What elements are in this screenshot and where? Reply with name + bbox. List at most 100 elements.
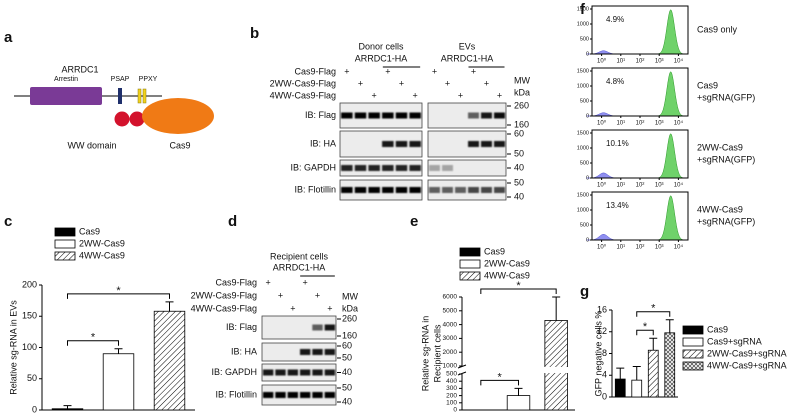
blot-membrane	[427, 102, 507, 129]
y-tick-label: 1000	[577, 207, 589, 213]
y-tick-label: 0	[453, 407, 457, 414]
blot-band	[324, 349, 336, 355]
panel-label: e	[410, 213, 418, 230]
y-tick-label: 12	[597, 326, 607, 336]
blot-band	[395, 187, 408, 193]
domain-label: Arrestin	[54, 76, 78, 83]
percent-label: 13.4%	[606, 201, 629, 210]
blot-band	[262, 369, 274, 376]
blot-band	[354, 112, 367, 119]
error-bar	[552, 296, 561, 321]
y-tick-label: 100	[22, 342, 37, 352]
lane-sign: +	[278, 290, 283, 300]
bar	[631, 379, 643, 398]
panel-label: a	[4, 29, 13, 46]
blot-band	[299, 369, 311, 376]
x-tick-label: 10²	[636, 121, 645, 127]
mw-label: 260	[342, 313, 357, 323]
lane-sign: +	[303, 277, 308, 287]
mw-label: 50	[342, 382, 352, 392]
ww-label: WW domain	[67, 140, 116, 150]
percent-label: 4.8%	[606, 77, 624, 86]
y-tick-label: 0	[586, 175, 589, 181]
x-tick-label: 10¹	[616, 183, 625, 189]
x-tick-label: 10²	[636, 183, 645, 189]
histogram-gfp-pos	[655, 71, 687, 117]
x-tick-label: 10¹	[616, 59, 625, 65]
y-tick-label: 8	[602, 348, 607, 358]
blot-band	[481, 112, 492, 119]
significance-star: *	[116, 285, 121, 297]
y-tick-label: 1000	[443, 363, 458, 370]
group-title: ARRDC1-HA	[273, 262, 326, 272]
mw-label: 160	[342, 330, 357, 340]
blot-band	[382, 187, 394, 193]
domain-label: PPXY	[139, 76, 158, 83]
x-tick-label: 10¹	[616, 245, 625, 251]
significance-star: *	[651, 303, 656, 315]
legend-label: Cas9	[484, 246, 505, 256]
legend-swatch	[54, 239, 76, 249]
bar	[614, 378, 626, 398]
blot-band	[395, 112, 408, 119]
significance-bracket	[636, 329, 654, 336]
lane-sign: +	[315, 290, 320, 300]
x-tick-label: 10⁴	[674, 182, 684, 189]
blot-label: IB: Flag	[305, 110, 336, 120]
x-tick-label: 10³	[655, 183, 664, 189]
legend-swatch	[459, 259, 481, 269]
x-tick-label: 10⁰	[597, 182, 607, 189]
blot-band	[262, 392, 274, 398]
blot-band	[442, 165, 453, 171]
y-tick-label: 200	[22, 279, 37, 289]
y-tick-label: 1500	[577, 68, 589, 74]
significance-star: *	[91, 332, 96, 344]
blot-band	[395, 165, 408, 171]
panel-label: c	[4, 213, 12, 230]
mw-label: 50	[514, 177, 524, 187]
mw-label: 40	[514, 191, 524, 201]
y-tick-label: 4	[602, 370, 607, 380]
y-axis-label: Recipient cells	[432, 324, 442, 383]
blot-band	[324, 324, 336, 331]
blot-band	[409, 141, 421, 147]
significance-bracket	[67, 293, 170, 299]
blot-band	[481, 187, 492, 193]
y-tick-label: 2000	[443, 349, 458, 356]
x-tick-label: 10²	[636, 245, 645, 251]
legend-label: 4WW-Cas9+sgRNA	[707, 360, 787, 370]
blot-band	[409, 112, 421, 119]
blot-band	[382, 165, 394, 171]
bar	[544, 320, 568, 411]
bar	[51, 408, 84, 411]
row-label: Cas9-Flag	[215, 277, 257, 287]
mw-header: MW	[514, 75, 530, 85]
blot-label: IB: GAPDH	[290, 162, 336, 172]
panel-label: g	[580, 283, 589, 300]
y-tick-label: 200	[446, 392, 457, 399]
blot-band	[429, 187, 440, 193]
blot-band	[494, 187, 505, 193]
lane-sign: +	[358, 78, 363, 88]
y-tick-label: 400	[446, 378, 457, 385]
lane-sign: +	[290, 303, 295, 313]
mw-header: kDa	[342, 303, 358, 313]
significance-bracket	[480, 379, 519, 386]
blot-band	[287, 392, 299, 398]
y-tick-label: 1000	[577, 21, 589, 27]
blot-band	[275, 369, 286, 376]
blot-label: IB: GAPDH	[211, 367, 257, 377]
blot-band	[341, 165, 353, 171]
y-tick-label: 1000	[577, 83, 589, 89]
blot-band	[354, 165, 367, 171]
mw-label: 60	[342, 340, 352, 350]
panel-label: d	[228, 213, 237, 230]
y-tick-label: 300	[446, 385, 457, 392]
bar	[153, 310, 186, 411]
blot-band	[341, 112, 353, 119]
legend-swatch	[682, 337, 704, 347]
legend-label: Cas9+sgRNA	[707, 336, 762, 346]
blot-band	[368, 165, 380, 171]
domain-label: PSAP	[111, 76, 130, 83]
blot-membrane	[261, 384, 337, 406]
